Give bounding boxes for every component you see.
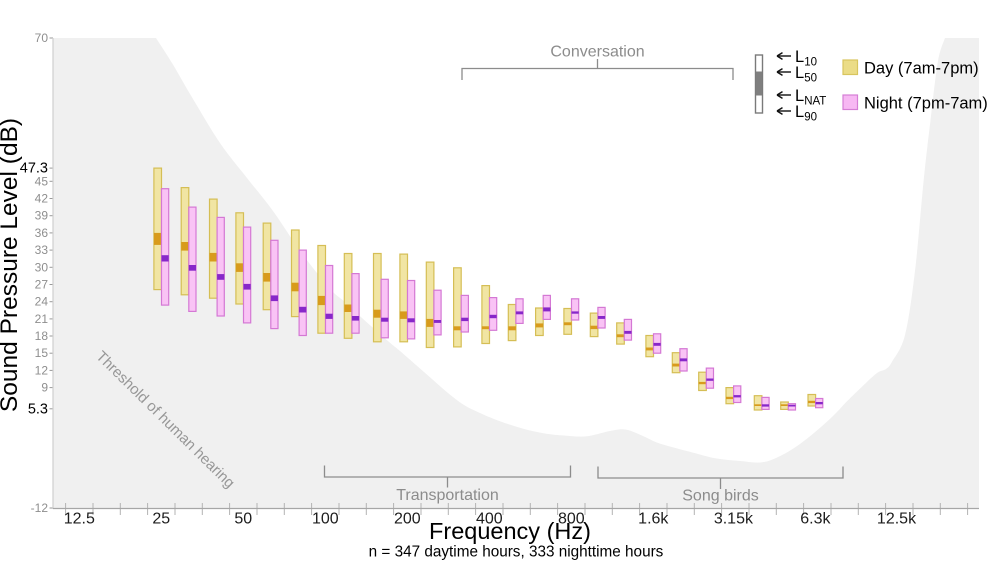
svg-text:24: 24 — [35, 295, 49, 309]
svg-text:1.6k: 1.6k — [638, 511, 669, 528]
svg-text:30: 30 — [35, 260, 49, 274]
svg-text:Day (7am-7pm): Day (7am-7pm) — [864, 60, 979, 78]
svg-text:800: 800 — [558, 511, 585, 528]
svg-text:Conversation: Conversation — [550, 44, 644, 61]
svg-text:Sound Pressure Level (dB): Sound Pressure Level (dB) — [0, 118, 23, 412]
svg-text:15: 15 — [35, 346, 49, 360]
svg-text:9: 9 — [41, 381, 48, 395]
svg-text:Frequency (Hz): Frequency (Hz) — [429, 518, 591, 544]
svg-text:21: 21 — [35, 312, 49, 326]
svg-text:Night (7pm-7am): Night (7pm-7am) — [864, 95, 988, 113]
svg-text:Transportation: Transportation — [396, 487, 499, 504]
svg-text:-12: -12 — [31, 501, 49, 515]
svg-text:39: 39 — [35, 209, 49, 223]
svg-text:Song birds: Song birds — [682, 488, 759, 505]
svg-text:12.5k: 12.5k — [877, 511, 917, 528]
svg-text:18: 18 — [35, 329, 49, 343]
svg-text:400: 400 — [476, 511, 503, 528]
svg-text:50: 50 — [234, 511, 252, 528]
svg-text:5.3: 5.3 — [28, 401, 48, 417]
svg-text:42: 42 — [35, 192, 49, 206]
svg-text:70: 70 — [35, 31, 49, 45]
svg-text:12: 12 — [35, 363, 49, 377]
svg-text:36: 36 — [35, 226, 49, 240]
svg-text:25: 25 — [152, 511, 170, 528]
svg-text:6.3k: 6.3k — [800, 511, 831, 528]
svg-text:200: 200 — [394, 511, 421, 528]
svg-text:27: 27 — [35, 278, 49, 292]
svg-text:12.5: 12.5 — [64, 511, 95, 528]
svg-text:45: 45 — [35, 174, 49, 188]
svg-text:n = 347 daytime hours, 333 nig: n = 347 daytime hours, 333 nighttime hou… — [369, 544, 664, 561]
svg-text:33: 33 — [35, 243, 49, 257]
svg-text:47.3: 47.3 — [20, 161, 48, 177]
svg-text:3.15k: 3.15k — [714, 511, 754, 528]
svg-text:100: 100 — [312, 511, 339, 528]
